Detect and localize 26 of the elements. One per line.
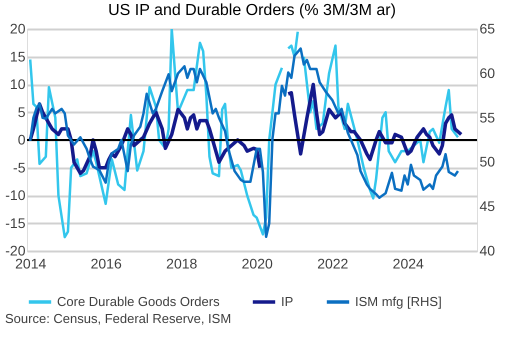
y-tick-label: 0 xyxy=(18,132,26,148)
y-tick-label: -20 xyxy=(5,242,26,258)
y-tick-label: -10 xyxy=(5,187,26,203)
chart-title: US IP and Durable Orders (% 3M/3M ar) xyxy=(108,2,396,19)
x-tick-label: 2014 xyxy=(15,256,46,272)
y-tick-label: 5 xyxy=(18,104,26,120)
x-tick-label: 2022 xyxy=(317,256,349,272)
legend-label: ISM mfg [RHS] xyxy=(355,294,442,309)
y-tick-label: 20 xyxy=(10,20,26,36)
y-tick-label: -15 xyxy=(5,214,26,231)
legend-label: IP xyxy=(281,294,294,309)
y-tick-label: -5 xyxy=(13,159,26,176)
y2-tick-label: 40 xyxy=(480,242,496,258)
x-tick-label: 2018 xyxy=(166,256,198,272)
x-tick-label: 2016 xyxy=(90,256,122,272)
y-tick-label: 10 xyxy=(10,76,26,92)
y2-tick-label: 65 xyxy=(480,20,496,36)
y2-tick-label: 55 xyxy=(480,109,496,126)
x-tick-label: 2020 xyxy=(242,256,273,272)
source-note: Source: Census, Federal Reserve, ISM xyxy=(5,311,232,326)
y2-tick-label: 45 xyxy=(480,198,496,214)
y-tick-label: 15 xyxy=(10,48,26,64)
legend-label: Core Durable Goods Orders xyxy=(57,294,220,309)
x-tick-label: 2024 xyxy=(392,256,424,272)
y2-tick-label: 60 xyxy=(480,64,496,81)
y2-tick-label: 50 xyxy=(480,154,496,170)
